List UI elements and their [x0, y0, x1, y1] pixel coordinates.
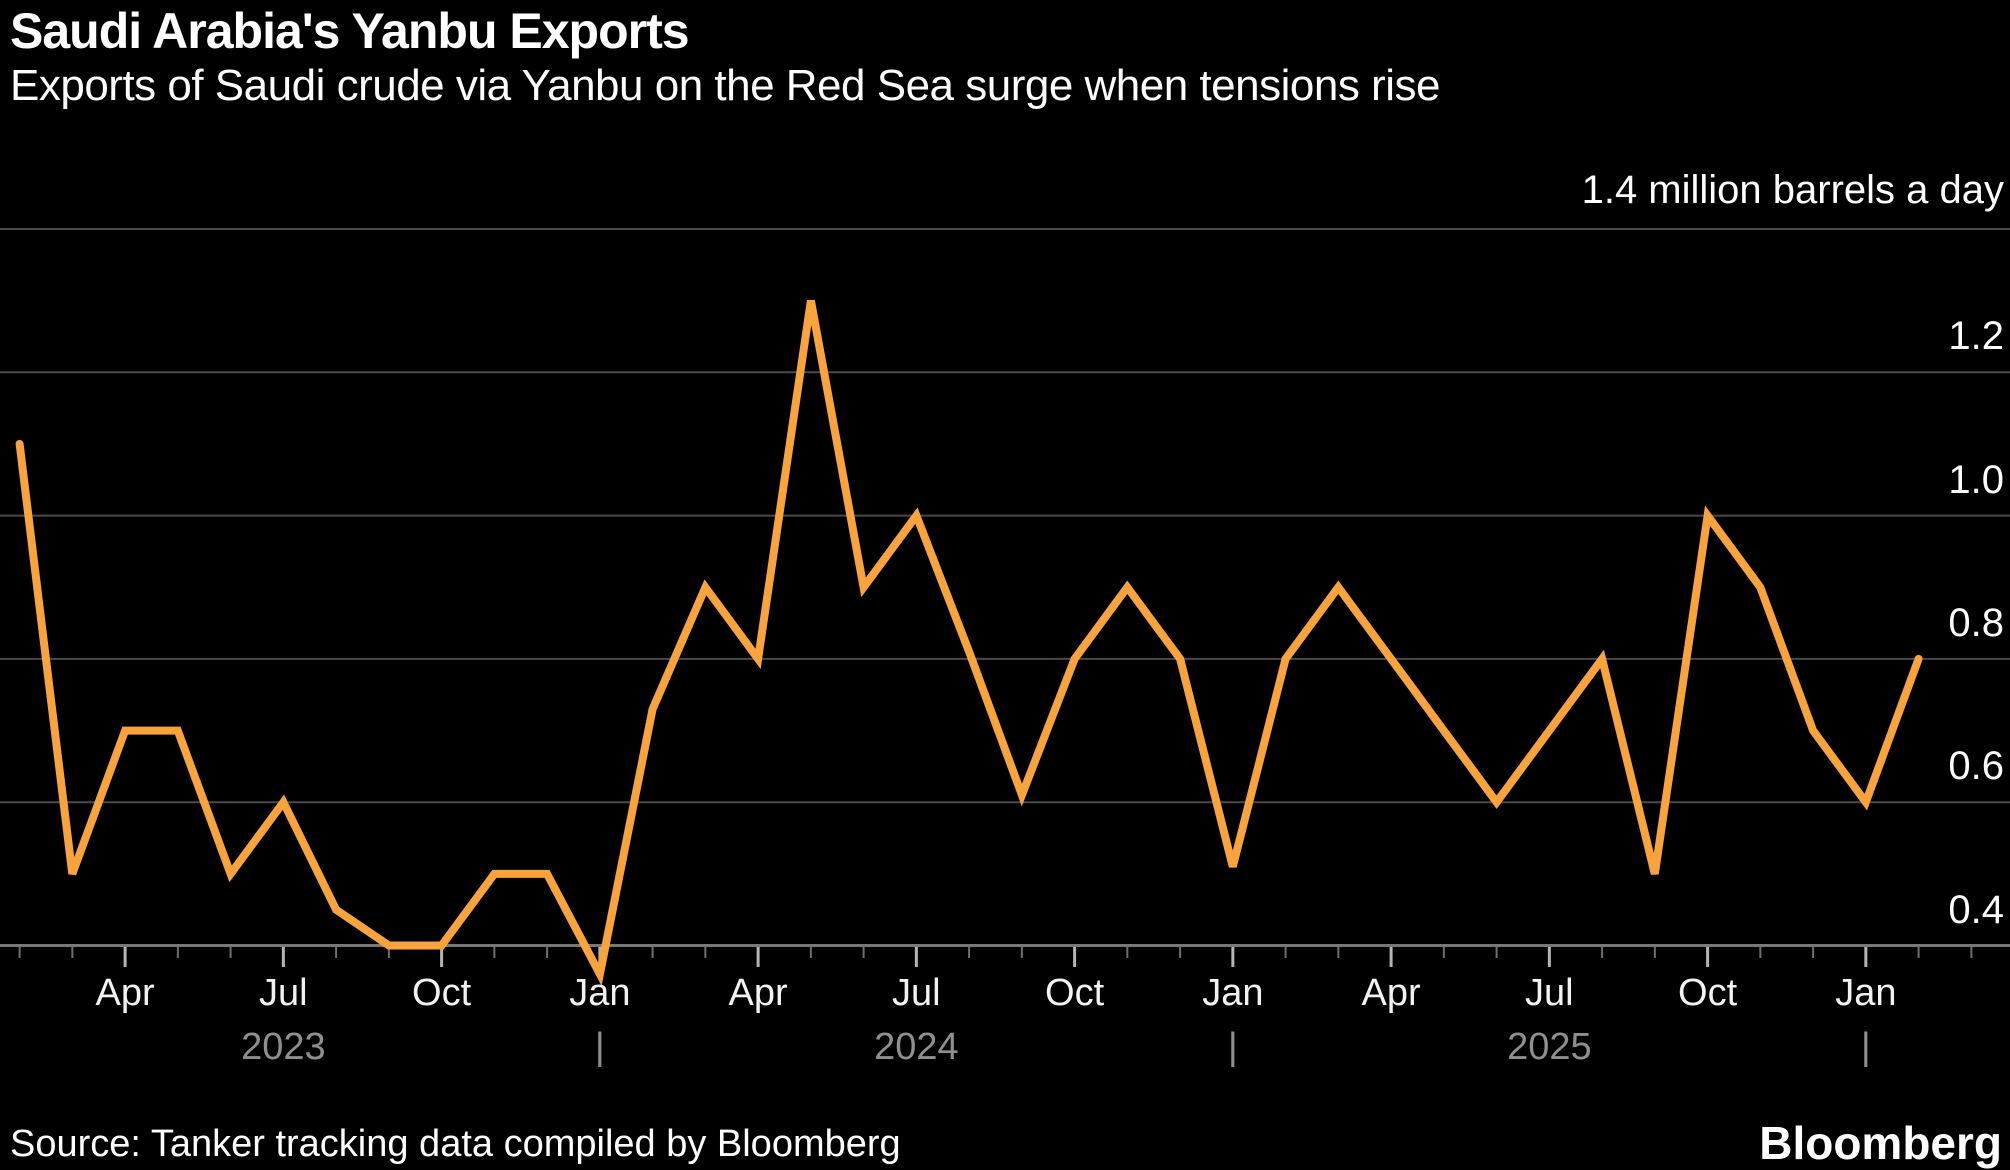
- y-axis-unit-label: 1.4 million barrels a day: [1581, 168, 2004, 212]
- source-note: Source: Tanker tracking data compiled by…: [10, 1123, 901, 1165]
- x-tick-label-jan-11: Jan: [1835, 972, 1897, 1014]
- year-label-2025: 2025: [1507, 1026, 1592, 1068]
- year-separator: |: [594, 1026, 605, 1068]
- y-tick-label-1.0: 1.0: [1948, 457, 2004, 502]
- x-tick-label-oct-10: Oct: [1678, 972, 1738, 1014]
- x-tick-label-apr-4: Apr: [728, 972, 788, 1014]
- chart-subtitle: Exports of Saudi crude via Yanbu on the …: [10, 61, 1440, 110]
- chart-title: Saudi Arabia's Yanbu Exports: [10, 3, 690, 59]
- x-tick-label-jul-9: Jul: [1525, 972, 1574, 1014]
- y-tick-label-1.2: 1.2: [1948, 314, 2004, 359]
- y-tick-label-0.4: 0.4: [1948, 887, 2004, 932]
- x-tick-label-oct-6: Oct: [1045, 972, 1105, 1014]
- x-tick-label-apr-8: Apr: [1361, 972, 1421, 1014]
- exports-line-series: [15, 299, 1923, 987]
- year-separator: |: [1860, 1026, 1871, 1068]
- year-separator: |: [1227, 1026, 1238, 1068]
- bloomberg-logo: Bloomberg: [1759, 1117, 2002, 1169]
- x-tick-label-apr-0: Apr: [95, 972, 155, 1014]
- year-label-2024: 2024: [874, 1026, 959, 1068]
- x-tick-label-jan-3: Jan: [569, 972, 631, 1014]
- x-tick-label-jul-1: Jul: [259, 972, 308, 1014]
- x-tick-label-jan-7: Jan: [1202, 972, 1264, 1014]
- y-tick-label-0.6: 0.6: [1948, 744, 2004, 789]
- x-tick-label-jul-5: Jul: [892, 972, 941, 1014]
- y-tick-label-0.8: 0.8: [1948, 600, 2004, 645]
- x-tick-label-oct-2: Oct: [412, 972, 472, 1014]
- year-label-2023: 2023: [241, 1026, 326, 1068]
